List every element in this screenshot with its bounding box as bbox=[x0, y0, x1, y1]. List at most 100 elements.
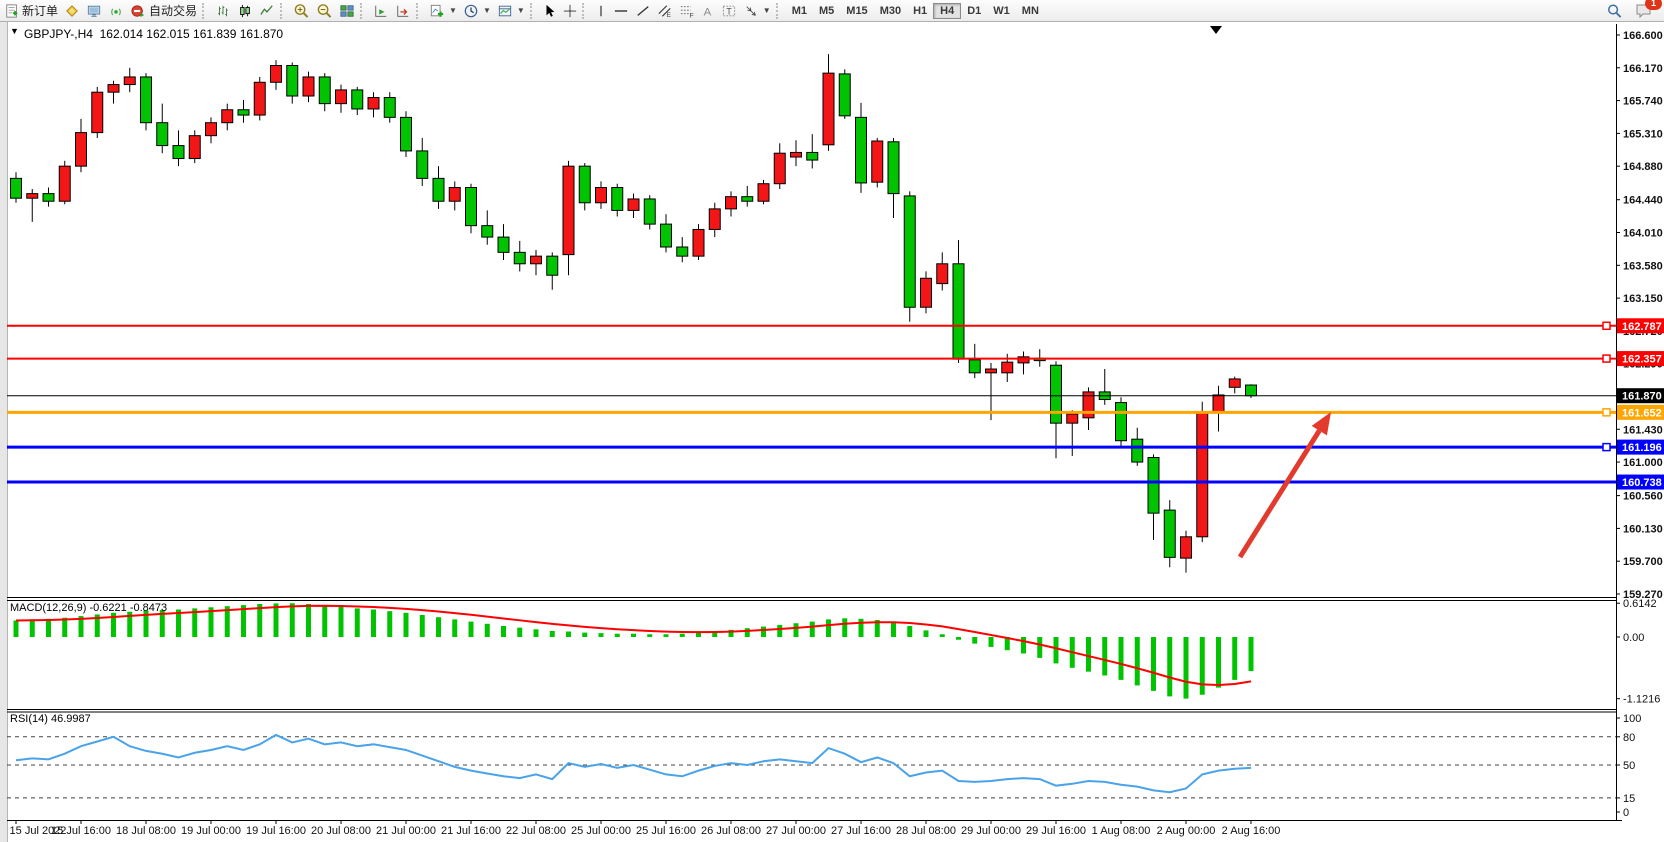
arrows-button[interactable]: ▼ bbox=[740, 1, 774, 21]
chart-shift-button[interactable] bbox=[392, 1, 414, 21]
new-order-button[interactable]: 新订单 bbox=[2, 1, 61, 21]
text-label-button[interactable]: T bbox=[718, 1, 740, 21]
candlestick bbox=[627, 198, 640, 211]
annotation-arrow-head[interactable] bbox=[1311, 412, 1331, 436]
candlestick bbox=[708, 208, 721, 230]
price-tag-162.787 bbox=[1617, 318, 1664, 334]
macd-histogram-bar bbox=[744, 628, 750, 637]
add-indicator-icon bbox=[430, 4, 444, 17]
rsi-scale-label: 0 bbox=[1623, 807, 1629, 819]
time-tick-label: 25 Jul 16:00 bbox=[636, 825, 696, 837]
timeframe-M15[interactable]: M15 bbox=[846, 4, 868, 17]
notification-badge: 1 bbox=[1645, 0, 1662, 10]
time-tick-label: 18 Jul 08:00 bbox=[116, 825, 176, 837]
candlestick bbox=[952, 263, 965, 360]
timeframe-D1[interactable]: D1 bbox=[967, 4, 982, 17]
terminal-button[interactable] bbox=[83, 1, 105, 21]
candlestick bbox=[903, 195, 916, 308]
search-icon bbox=[1608, 4, 1622, 18]
price-tag-label: 161.196 bbox=[1622, 442, 1662, 454]
candlestick bbox=[838, 73, 851, 117]
macd-histogram-bar bbox=[582, 632, 588, 637]
time-tick-label: 28 Jul 08:00 bbox=[896, 825, 956, 837]
periods-button[interactable]: ▼ bbox=[460, 1, 494, 21]
candlestick bbox=[481, 225, 494, 238]
macd-histogram-bar bbox=[484, 623, 490, 637]
equidistant-channel-button[interactable]: E bbox=[654, 1, 676, 21]
price-tag-161.870 bbox=[1617, 388, 1664, 404]
vertical-line-button[interactable] bbox=[592, 1, 610, 21]
hline-handle[interactable] bbox=[1602, 321, 1611, 331]
candlestick bbox=[58, 165, 71, 202]
gold-button[interactable] bbox=[61, 1, 83, 21]
indicators-button[interactable]: ▼ bbox=[426, 1, 460, 21]
candlestick bbox=[42, 193, 55, 202]
timeframe-M30[interactable]: M30 bbox=[879, 4, 902, 17]
macd-histogram-bar bbox=[13, 620, 19, 637]
candlestick bbox=[806, 151, 819, 161]
candlestick bbox=[1082, 391, 1095, 419]
macd-histogram-bar bbox=[1232, 637, 1238, 680]
rsi-scale-label: 15 bbox=[1623, 793, 1635, 805]
template-icon bbox=[498, 5, 511, 16]
fibonacci-button[interactable]: F bbox=[676, 1, 698, 21]
search-button[interactable] bbox=[1603, 1, 1626, 21]
chevron-down-icon: ▼ bbox=[449, 6, 457, 15]
timeframe-MN[interactable]: MN bbox=[1021, 4, 1039, 17]
zoom-in-button[interactable] bbox=[290, 1, 313, 21]
zoom-out-button[interactable] bbox=[313, 1, 336, 21]
notifications-button[interactable]: 1 bbox=[1632, 0, 1662, 21]
auto-trading-button[interactable]: 自动交易 bbox=[127, 1, 200, 21]
timeframe-H4[interactable]: H4 bbox=[933, 2, 962, 19]
text-button[interactable]: A bbox=[698, 1, 718, 21]
chart-shift-marker[interactable] bbox=[1210, 26, 1222, 34]
horizontal-line-button[interactable] bbox=[610, 1, 632, 21]
candlestick-button[interactable] bbox=[234, 1, 256, 21]
price-tick-label: 160.130 bbox=[1623, 523, 1663, 535]
candlestick bbox=[822, 72, 835, 146]
new-order-label: 新订单 bbox=[22, 4, 59, 18]
candlestick bbox=[383, 97, 396, 118]
timeframe-H1[interactable]: H1 bbox=[913, 4, 928, 17]
candlestick bbox=[1245, 384, 1257, 397]
macd-scale-label: 0.6142 bbox=[1623, 598, 1657, 610]
crosshair-button[interactable] bbox=[560, 1, 580, 21]
price-tick-label: 164.880 bbox=[1623, 161, 1663, 173]
macd-histogram-bar bbox=[1216, 637, 1221, 688]
toolbar: 新订单 自动交易 bbox=[0, 0, 1664, 22]
price-tick-label: 159.700 bbox=[1623, 556, 1663, 568]
chart-background bbox=[0, 22, 1664, 842]
candlestick bbox=[660, 223, 672, 248]
one-click-trading-toggle[interactable]: ▼ bbox=[10, 26, 19, 36]
price-tick-label: 159.270 bbox=[1623, 589, 1663, 601]
crosshair-icon bbox=[563, 4, 576, 17]
candlestick bbox=[1115, 402, 1127, 442]
timeframe-M5[interactable]: M5 bbox=[819, 4, 835, 17]
candlestick bbox=[757, 183, 770, 202]
price-tick-label: 166.600 bbox=[1623, 30, 1663, 42]
cursor-button[interactable] bbox=[540, 1, 560, 21]
signal-button[interactable] bbox=[105, 1, 127, 21]
hline-handle[interactable] bbox=[1602, 354, 1611, 363]
toolbar-grip bbox=[416, 2, 422, 19]
price-tick-label: 163.580 bbox=[1623, 260, 1663, 272]
line-chart-button[interactable] bbox=[256, 1, 278, 21]
time-tick-label: 1 Aug 08:00 bbox=[1092, 825, 1151, 837]
bar-chart-button[interactable] bbox=[212, 1, 234, 21]
hline-handle[interactable] bbox=[1602, 408, 1611, 417]
symbol-period-label: GBPJPY-,H4 bbox=[24, 27, 93, 41]
annotation-arrow-line[interactable] bbox=[1237, 429, 1322, 559]
trendline-button[interactable] bbox=[632, 1, 654, 21]
candlestick bbox=[1180, 536, 1192, 559]
auto-scroll-button[interactable] bbox=[370, 1, 392, 21]
auto-scroll-icon bbox=[375, 5, 387, 17]
timeframe-M1[interactable]: M1 bbox=[791, 4, 807, 17]
templates-button[interactable]: ▼ bbox=[494, 1, 528, 21]
timeframe-W1[interactable]: W1 bbox=[993, 4, 1010, 17]
hline-handle[interactable] bbox=[1602, 442, 1611, 452]
macd-histogram-bar bbox=[192, 608, 198, 637]
tile-windows-button[interactable] bbox=[336, 1, 358, 21]
macd-histogram-bar bbox=[1086, 637, 1091, 672]
macd-histogram-bar bbox=[159, 610, 165, 637]
